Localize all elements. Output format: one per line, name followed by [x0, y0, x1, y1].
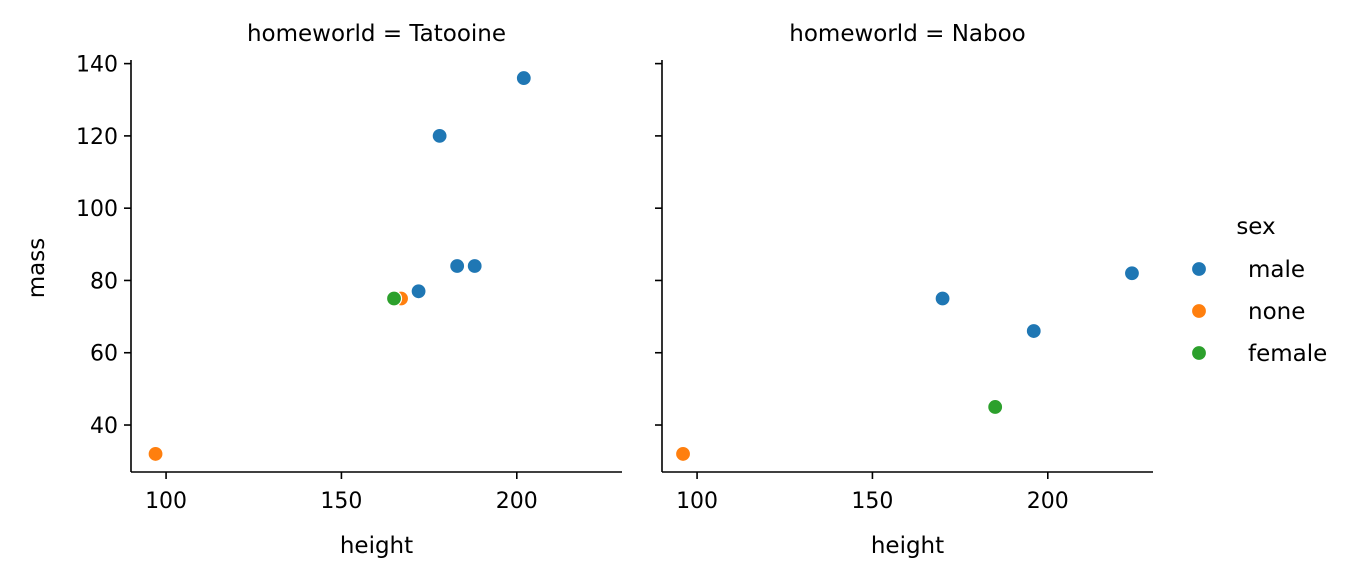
y-tick-label: 60 [90, 342, 118, 367]
data-point-male [449, 257, 466, 275]
x-tick-label: 100 [676, 489, 718, 514]
data-point-male [1123, 265, 1141, 282]
legend: sex male none female [1190, 214, 1327, 367]
data-point-male [410, 283, 427, 300]
y-tick-label: 100 [76, 197, 118, 222]
y-tick-label: 80 [90, 269, 118, 294]
legend-label-male: male [1248, 257, 1305, 283]
data-point-none [674, 445, 692, 463]
x-tick-label: 100 [145, 489, 187, 514]
legend-marker-male [1190, 260, 1208, 278]
facet-title: homeworld = Tatooine [247, 21, 506, 47]
data-point-female [385, 290, 403, 307]
data-point-male [466, 257, 483, 275]
x-axis-label: height [871, 533, 944, 559]
legend-label-none: none [1248, 299, 1305, 325]
x-tick-label: 200 [1027, 489, 1069, 514]
data-point-male [515, 69, 532, 87]
facet-panel-1: homeworld = Tatooine 100 150 200 40 60 80 100 12… [76, 21, 622, 559]
data-point-male [934, 290, 951, 307]
facet-title: homeworld = Naboo [789, 21, 1025, 47]
legend-entries: male none female [1190, 257, 1327, 367]
facet-panels: homeworld = Tatooine 100 150 200 40 60 80 100 12… [76, 21, 1153, 559]
x-tick-label: 150 [320, 489, 362, 514]
data-point-male [1025, 322, 1042, 340]
y-tick-label: 120 [76, 125, 118, 150]
legend-marker-none [1190, 302, 1208, 320]
x-axis-label: height [340, 533, 413, 559]
data-point-female [987, 398, 1004, 416]
data-point-none [147, 445, 164, 463]
y-tick-label: 140 [76, 53, 118, 78]
legend-marker-female [1190, 344, 1208, 362]
x-tick-label: 150 [851, 489, 893, 514]
facet-panel-2: homeworld = Naboo 100 150 200 height [655, 21, 1153, 559]
y-tick-label: 40 [90, 414, 118, 439]
y-axis-label: mass [24, 238, 50, 298]
x-tick-label: 200 [496, 489, 538, 514]
data-point-male [431, 127, 448, 144]
legend-title: sex [1236, 214, 1275, 240]
legend-label-female: female [1248, 341, 1327, 367]
